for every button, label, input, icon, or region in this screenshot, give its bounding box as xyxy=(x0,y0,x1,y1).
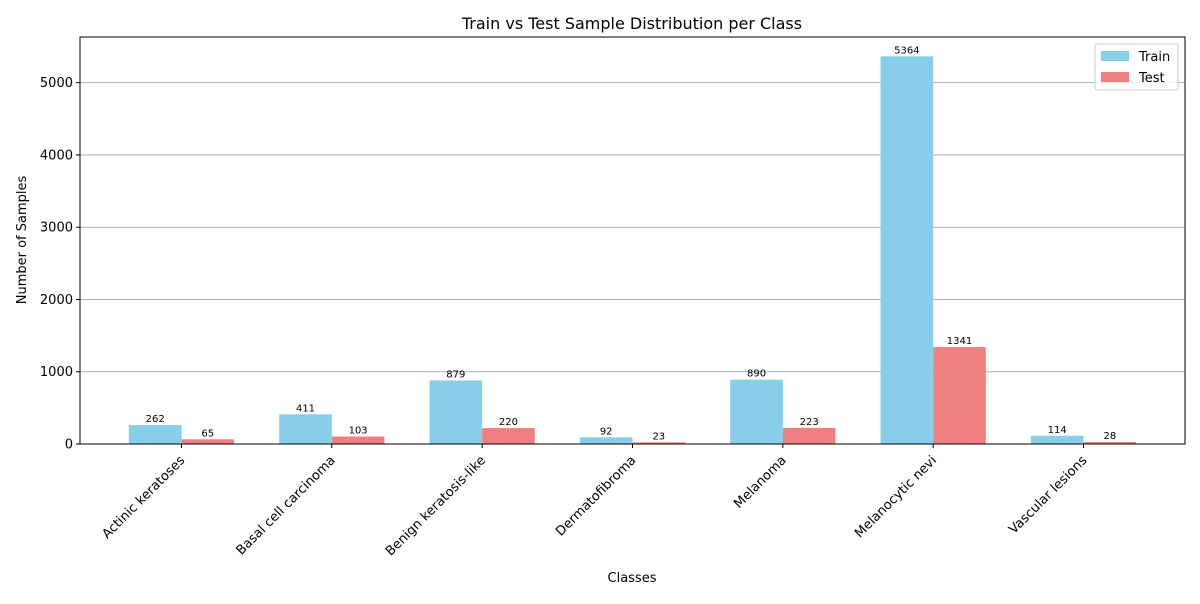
y-tick-label: 4000 xyxy=(40,148,73,163)
x-tick-label: Actinic keratoses xyxy=(99,453,188,542)
plot-frame xyxy=(79,36,1186,445)
bar-value-label: 65 xyxy=(201,428,214,439)
chart-title: Train vs Test Sample Distribution per Cl… xyxy=(461,14,802,33)
bar-value-label: 114 xyxy=(1048,425,1067,436)
y-axis-ticks: 0 1000 2000 3000 4000 5000 xyxy=(40,76,80,453)
bar-test-vascular-lesions xyxy=(1083,441,1137,444)
x-tick-label: Basal cell carcinoma xyxy=(234,453,339,558)
bar-value-labels: 262 65 411 103 879 220 92 23 890 223 5364 1341 114 28 xyxy=(146,45,1117,442)
bar-train-melanoma xyxy=(730,379,783,444)
x-tick-label: Benign keratosis-like xyxy=(383,453,489,559)
x-tick-label: Melanoma xyxy=(731,453,789,511)
bar-value-label: 262 xyxy=(146,414,165,425)
bar-test-basal-cell-carcinoma xyxy=(331,436,385,444)
y-tick-label: 2000 xyxy=(40,293,73,308)
x-tick-label: Melanocytic nevi xyxy=(852,453,940,541)
bar-test-melanocytic-nevi xyxy=(933,347,986,444)
bar-train-benign-keratosis-like xyxy=(429,380,483,444)
legend-label-test: Test xyxy=(1138,71,1165,86)
bar-value-label: 411 xyxy=(296,403,315,414)
y-tick-label: 1000 xyxy=(40,365,73,380)
x-axis-label: Classes xyxy=(608,571,657,586)
grid-lines xyxy=(80,82,1185,445)
bar-value-label: 220 xyxy=(499,417,518,428)
legend-label-train: Train xyxy=(1138,50,1170,65)
bar-test-melanoma xyxy=(782,427,836,444)
bar-value-label: 223 xyxy=(800,417,819,428)
legend-swatch-test xyxy=(1101,72,1129,82)
bar-test-actinic-keratoses xyxy=(181,439,235,444)
bar-value-label: 879 xyxy=(446,369,465,380)
bar-train-actinic-keratoses xyxy=(128,425,182,444)
bars xyxy=(128,56,1137,444)
legend-swatch-train xyxy=(1101,51,1129,61)
bar-value-label: 890 xyxy=(747,369,766,380)
y-tick-label: 0 xyxy=(65,438,73,453)
bar-test-dermatofibroma xyxy=(632,442,686,444)
bar-value-label: 92 xyxy=(600,426,613,437)
bar-value-label: 23 xyxy=(652,431,665,442)
bar-test-benign-keratosis-like xyxy=(482,428,535,444)
y-axis-label: Number of Samples xyxy=(15,176,30,305)
x-tick-label: Vascular lesions xyxy=(1006,453,1090,537)
bar-train-basal-cell-carcinoma xyxy=(279,414,332,444)
x-axis-ticks: Actinic keratoses Basal cell carcinoma Ben… xyxy=(99,444,1091,559)
bar-value-label: 5364 xyxy=(894,45,919,56)
bar-value-label: 103 xyxy=(349,426,368,437)
bar-value-label: 28 xyxy=(1103,431,1116,442)
bar-train-dermatofibroma xyxy=(579,437,633,444)
bar-train-melanocytic-nevi xyxy=(880,56,934,444)
y-tick-label: 5000 xyxy=(40,76,73,91)
bar-value-label: 1341 xyxy=(947,336,972,347)
x-tick-label: Dermatofibroma xyxy=(553,453,639,539)
y-tick-label: 3000 xyxy=(40,221,73,236)
legend: Train Test xyxy=(1094,43,1179,91)
bar-train-vascular-lesions xyxy=(1030,435,1084,444)
